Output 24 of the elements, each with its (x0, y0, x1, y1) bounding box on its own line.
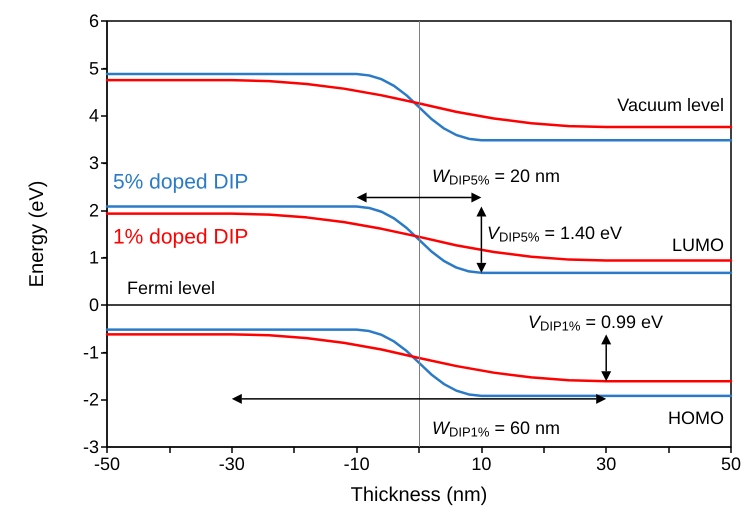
y-tick-label: 3 (88, 153, 99, 173)
y-axis-title: Energy (eV) (26, 180, 48, 288)
x-tick-label: -30 (218, 454, 245, 474)
series-label: 1% doped DIP (113, 226, 248, 248)
annotation: LUMO (672, 235, 724, 255)
y-tick-label: 5 (88, 58, 99, 78)
x-tick-label: -50 (94, 454, 120, 474)
y-tick-label: -3 (82, 437, 99, 457)
y-tick-label: -2 (82, 390, 99, 410)
annotation: Vacuum level (617, 95, 724, 115)
y-tick-label: 0 (88, 295, 99, 315)
y-tick-label: 6 (88, 11, 99, 31)
annotation: Fermi level (127, 278, 216, 298)
x-tick-label: -10 (344, 454, 370, 474)
y-tick-label: 1 (88, 248, 99, 268)
x-tick-label: 50 (720, 454, 742, 474)
x-tick-label: 30 (596, 454, 616, 474)
x-axis-title: Thickness (nm) (350, 484, 488, 506)
series-label: 5% doped DIP (113, 170, 248, 194)
y-tick-label: -1 (82, 342, 99, 362)
y-tick-label: 2 (88, 200, 99, 220)
annotation: HOMO (668, 408, 724, 428)
y-tick-label: 4 (88, 106, 99, 126)
x-tick-label: 10 (471, 454, 492, 474)
